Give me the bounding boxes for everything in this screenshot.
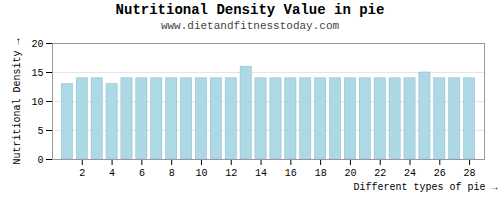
svg-text:10: 10 [31, 97, 43, 108]
svg-text:28: 28 [464, 168, 476, 179]
svg-text:26: 26 [434, 168, 446, 179]
svg-text:20: 20 [344, 168, 356, 179]
svg-text:10: 10 [195, 168, 207, 179]
svg-text:24: 24 [404, 168, 416, 179]
svg-text:Different types of pie →: Different types of pie → [353, 182, 497, 193]
svg-text:12: 12 [225, 168, 237, 179]
svg-text:6: 6 [139, 168, 145, 179]
svg-text:4: 4 [109, 168, 115, 179]
svg-text:14: 14 [255, 168, 267, 179]
svg-text:0: 0 [37, 155, 43, 166]
svg-text:15: 15 [31, 68, 43, 79]
svg-text:Nutritional Density →: Nutritional Density → [12, 38, 23, 164]
svg-text:5: 5 [37, 126, 43, 137]
html-text:Nutritional Density Value in p: Nutritional Density Value in pie [115, 2, 385, 18]
svg-text:18: 18 [315, 168, 327, 179]
svg-text:20: 20 [31, 39, 43, 50]
svg-text:2: 2 [79, 168, 85, 179]
svg-text:22: 22 [374, 168, 386, 179]
svg-text:8: 8 [169, 168, 175, 179]
svg-text:16: 16 [285, 168, 297, 179]
html-text:www.dietandfitnesstoday.com: www.dietandfitnesstoday.com [160, 20, 340, 32]
